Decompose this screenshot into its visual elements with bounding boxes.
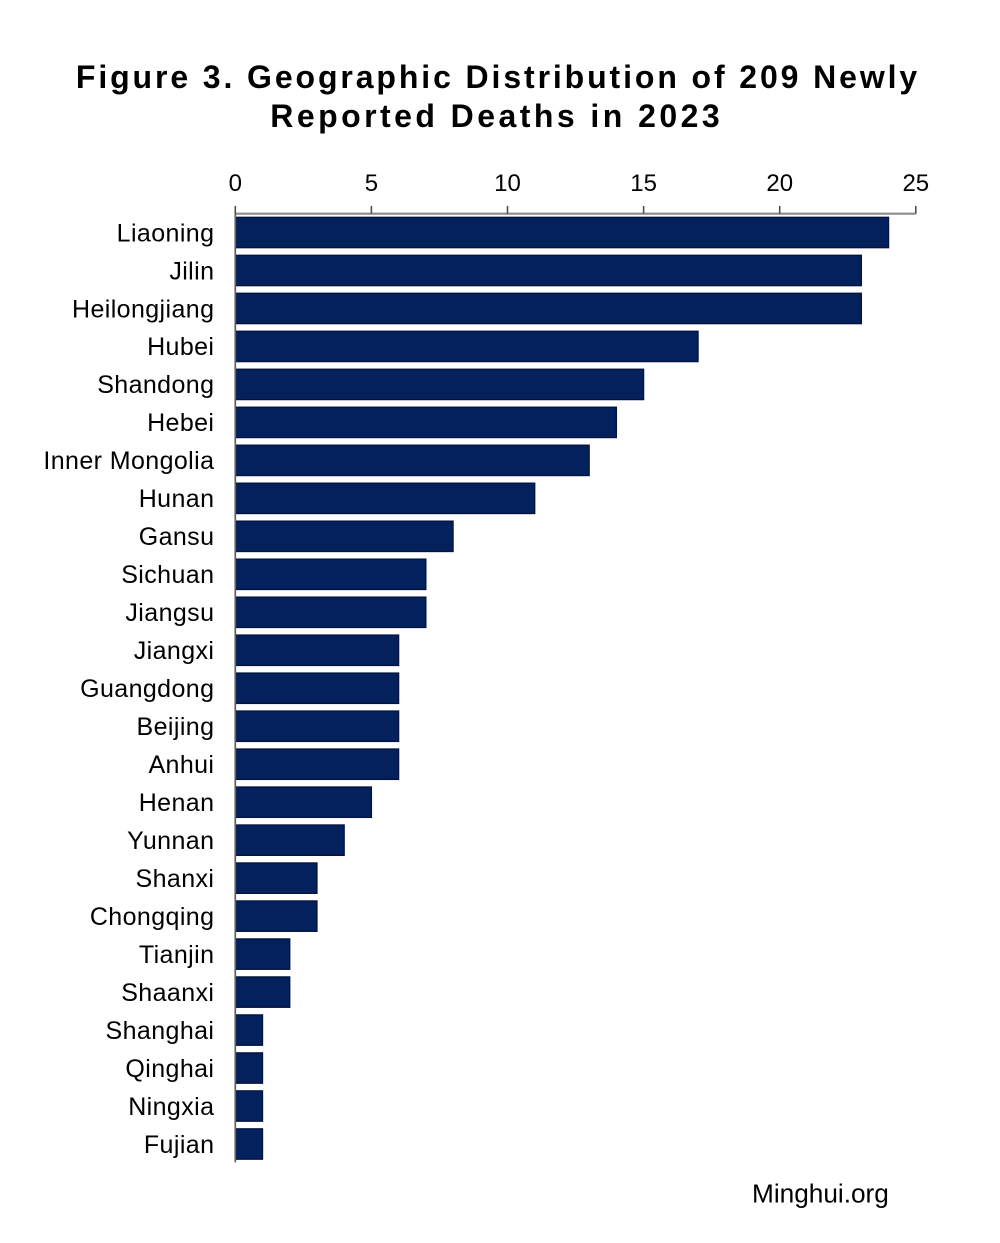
svg-text:15: 15 [630, 170, 657, 197]
svg-text:Hubei: Hubei [147, 333, 214, 361]
svg-text:10: 10 [494, 170, 521, 197]
svg-text:Jiangsu: Jiangsu [125, 599, 214, 627]
svg-text:Shanxi: Shanxi [136, 865, 215, 893]
svg-text:Chongqing: Chongqing [90, 903, 215, 931]
svg-text:Guangdong: Guangdong [80, 675, 214, 703]
svg-text:Yunnan: Yunnan [127, 827, 214, 855]
svg-text:Gansu: Gansu [139, 523, 215, 551]
svg-text:Reported Deaths in 2023: Reported Deaths in 2023 [270, 98, 723, 134]
svg-text:Liaoning: Liaoning [117, 219, 215, 247]
svg-text:Fujian: Fujian [144, 1131, 215, 1159]
svg-text:Shanghai: Shanghai [106, 1017, 215, 1045]
svg-text:Tianjin: Tianjin [139, 941, 215, 969]
svg-text:5: 5 [365, 170, 378, 197]
svg-text:20: 20 [766, 170, 793, 197]
svg-text:Qinghai: Qinghai [125, 1055, 214, 1083]
svg-text:Jiangxi: Jiangxi [134, 637, 215, 665]
svg-text:Anhui: Anhui [148, 751, 214, 779]
svg-text:Shaanxi: Shaanxi [121, 979, 214, 1007]
svg-text:Henan: Henan [139, 789, 215, 817]
svg-text:Hebei: Hebei [147, 409, 214, 437]
svg-text:0: 0 [229, 170, 242, 197]
svg-text:Sichuan: Sichuan [121, 561, 214, 589]
svg-text:Beijing: Beijing [137, 713, 215, 741]
svg-text:Ningxia: Ningxia [128, 1093, 214, 1121]
svg-text:Minghui.org: Minghui.org [752, 1179, 889, 1209]
svg-text:Shandong: Shandong [97, 371, 214, 399]
svg-text:Figure 3. Geographic Distribut: Figure 3. Geographic Distribution of 209… [76, 59, 920, 95]
svg-text:Hunan: Hunan [139, 485, 215, 513]
svg-text:Jilin: Jilin [169, 257, 214, 285]
svg-text:Inner Mongolia: Inner Mongolia [43, 447, 214, 475]
svg-text:Heilongjiang: Heilongjiang [72, 295, 214, 323]
svg-text:25: 25 [902, 170, 929, 197]
